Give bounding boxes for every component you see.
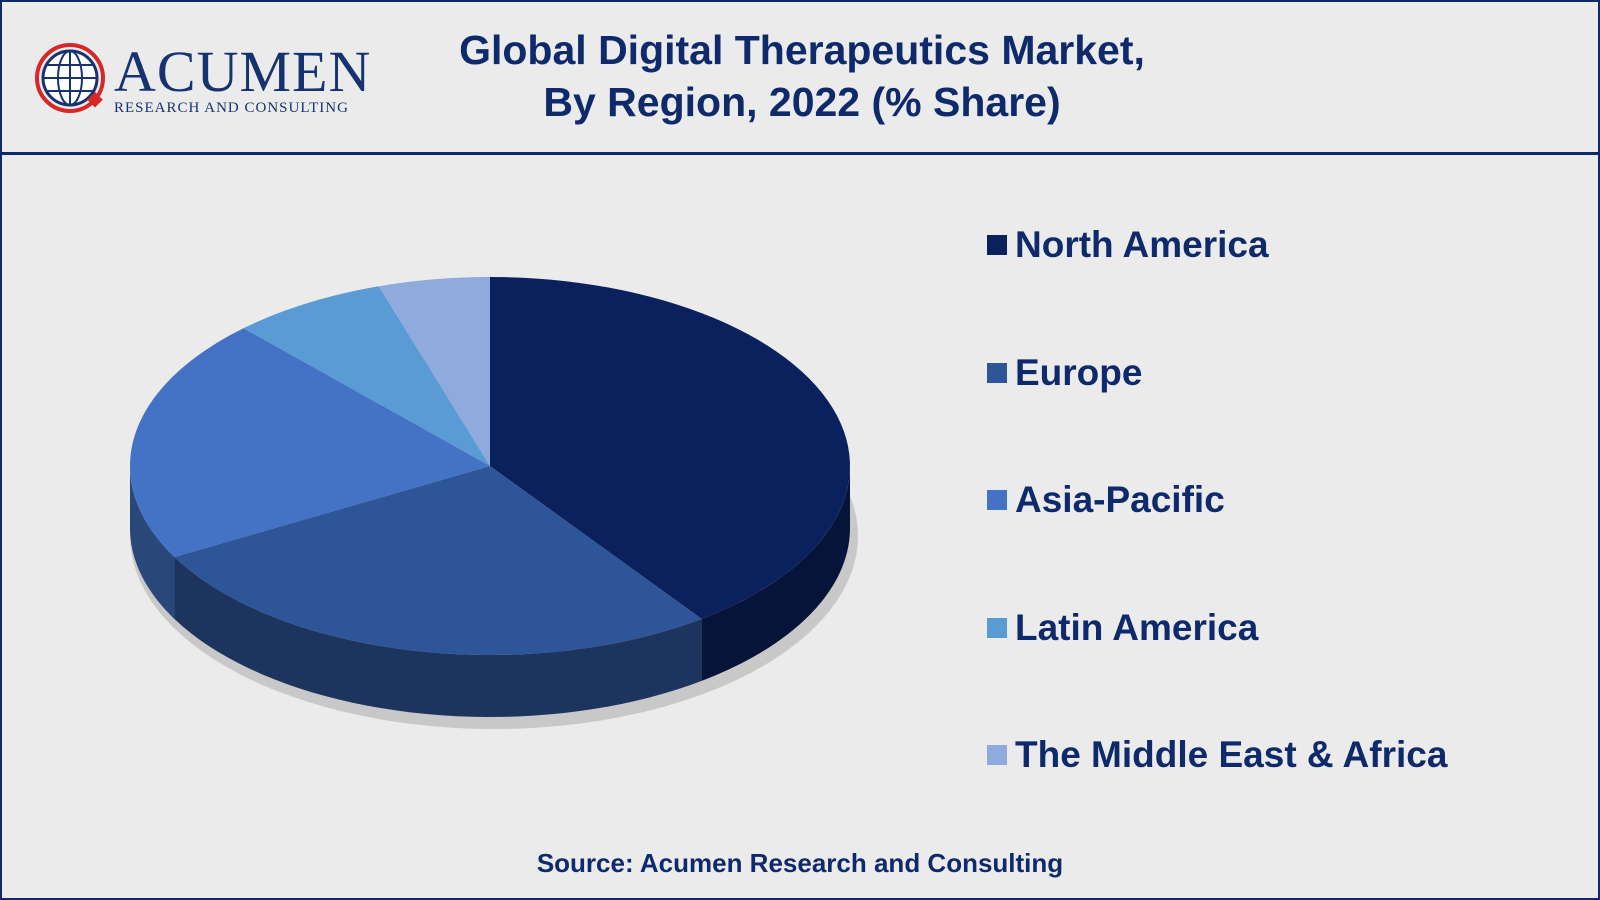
logo-globe xyxy=(35,43,105,113)
legend-item: The Middle East & Africa xyxy=(987,734,1447,776)
legend-label: Latin America xyxy=(1015,606,1259,648)
logo-name: ACUMEN xyxy=(114,39,372,104)
source: Source: Acumen Research and Consulting xyxy=(536,848,1064,878)
legend-item: Asia-Pacific xyxy=(987,479,1225,521)
slice-side xyxy=(701,466,850,681)
legend-item: Europe xyxy=(987,352,1142,394)
header: ACUMEN RESEARCH AND CONSULTING Global Di… xyxy=(2,2,1598,155)
pie-slice xyxy=(243,286,490,466)
legend-swatch xyxy=(987,490,1007,510)
chart-title: Global Digital Therapeutics Market, By R… xyxy=(459,27,1145,125)
slice-side xyxy=(130,466,175,620)
pie-slice xyxy=(174,466,702,655)
pie-slice xyxy=(378,277,490,466)
pie-chart xyxy=(130,277,858,729)
slice-side xyxy=(174,557,702,717)
legend-swatch xyxy=(987,235,1007,255)
logo-tagline: RESEARCH AND CONSULTING xyxy=(114,100,349,116)
legend-label: North America xyxy=(1015,224,1269,265)
legend-label: Europe xyxy=(1015,351,1143,393)
legend-item: Latin America xyxy=(987,607,1258,649)
pie-slice xyxy=(490,277,850,619)
legend-swatch xyxy=(987,362,1007,383)
legend-label: The Middle East & Africa xyxy=(1015,734,1448,775)
legend-swatch xyxy=(987,617,1007,638)
legend-label: Asia-Pacific xyxy=(1015,479,1225,520)
legend-item: North America xyxy=(987,224,1269,266)
legend-swatch xyxy=(987,745,1007,765)
pie-slice xyxy=(130,328,490,558)
